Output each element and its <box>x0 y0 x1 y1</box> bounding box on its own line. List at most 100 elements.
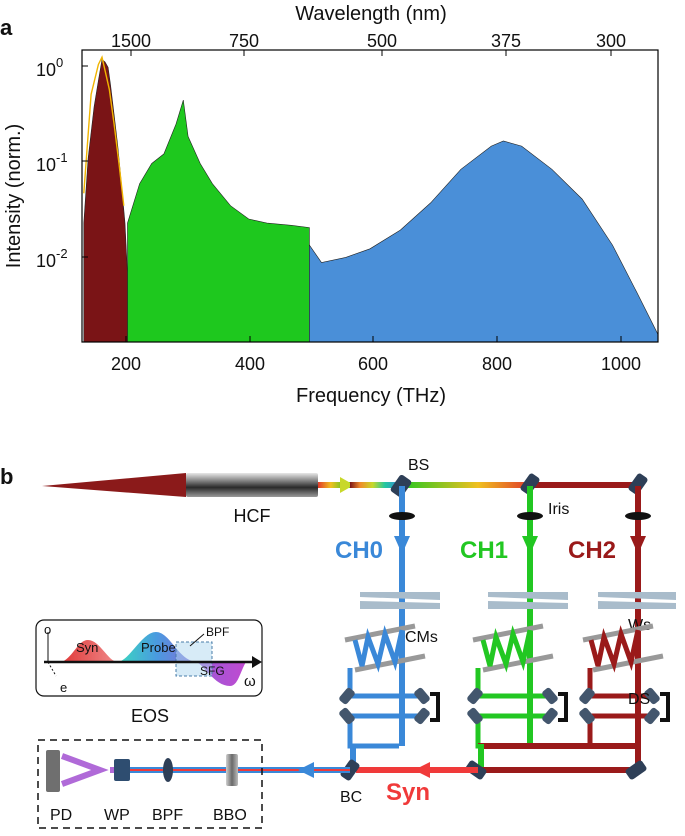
input-pulse <box>42 473 186 497</box>
ch2-bottom <box>481 767 638 773</box>
bbo-label: BBO <box>213 807 247 824</box>
bpf-label: BPF <box>152 807 183 824</box>
ch0-down <box>350 744 356 770</box>
detection-box <box>37 739 263 829</box>
pd-detector <box>46 750 60 792</box>
wedge <box>360 592 440 600</box>
ch2-spectrum-area <box>83 58 128 343</box>
cm-top <box>472 623 544 643</box>
hcf-label: HCF <box>234 506 271 526</box>
combined-arrow <box>298 762 314 778</box>
iris-ch1 <box>517 512 543 520</box>
y-ticks: 100 10-1 10-2 <box>36 55 88 271</box>
bpf-filter <box>163 758 173 782</box>
ch1-zigzag <box>480 625 533 673</box>
ch2-arrow <box>630 536 646 554</box>
e-axis <box>47 661 57 677</box>
x-tick-label: 400 <box>235 354 265 374</box>
bc-label: BC <box>340 789 362 806</box>
sc-beam <box>318 482 350 488</box>
syn-pulse-label: Syn <box>76 640 98 655</box>
overlay-spectrum-line <box>83 55 125 206</box>
panel-a-label: a <box>0 15 13 40</box>
ch1-down <box>478 744 484 770</box>
beam-ch1-ch2 <box>530 482 638 488</box>
chirped-mirrors <box>344 623 664 673</box>
top-tick-label: 1500 <box>111 31 151 51</box>
ch0-beam <box>399 486 405 746</box>
eos-title: EOS <box>131 706 169 726</box>
bs-label: BS <box>408 457 429 474</box>
y-tick-label: 100 <box>36 55 63 80</box>
beam-bs-ch1 <box>400 482 530 488</box>
bpf-pointer <box>189 633 205 647</box>
syn-pulse <box>62 640 118 662</box>
split-beams <box>60 753 109 787</box>
y-tick-label: 10-1 <box>36 150 68 175</box>
cm-bottom <box>482 653 554 673</box>
omega-label: ω <box>244 673 256 690</box>
x-ticks: 200 400 600 800 1000 <box>111 336 641 374</box>
ch2-top-mirror <box>628 473 648 495</box>
o-label: o <box>44 622 51 637</box>
plot-frame <box>81 49 659 343</box>
plot-areas <box>83 55 659 343</box>
ch0-label: CH0 <box>335 537 383 564</box>
cm-bottom <box>354 653 426 673</box>
bbo-crystal <box>226 754 238 786</box>
wp-plate <box>114 759 130 781</box>
top-ticks: 1500 750 500 375 300 <box>111 31 626 56</box>
wp-label: WP <box>104 807 130 824</box>
wedges <box>360 592 676 609</box>
top-tick-label: 375 <box>491 31 521 51</box>
delay-stages <box>339 668 670 749</box>
x-axis-title: Frequency (THz) <box>296 385 446 407</box>
cm-top <box>582 623 654 643</box>
ch1-arrow <box>522 536 538 554</box>
syn-arrow <box>414 762 430 778</box>
x-tick-label: 1000 <box>601 354 641 374</box>
y-tick-label: 10-2 <box>36 246 68 271</box>
y-axis-title: Intensity (norm.) <box>3 124 25 268</box>
ch2-label: CH2 <box>568 537 616 564</box>
wedge <box>488 592 568 600</box>
omega-arrow <box>252 656 262 668</box>
sc-arrow <box>340 477 354 493</box>
ch2-beam <box>635 486 641 744</box>
sfg-pulse-label: SFG <box>200 664 225 678</box>
top-tick-label: 750 <box>229 31 259 51</box>
x-tick-label: 600 <box>358 354 388 374</box>
ch2-return-beam <box>478 743 638 749</box>
ch0-spectrum-area <box>309 140 659 343</box>
iris-ch0 <box>389 512 415 520</box>
cms-label: CMs <box>405 629 438 646</box>
cm-bottom <box>592 653 664 673</box>
sc-beam-2 <box>350 482 400 488</box>
ch2-bottom-mirror <box>625 760 647 780</box>
top-axis-title: Wavelength (nm) <box>295 3 447 25</box>
panel-b-label: b <box>0 464 13 489</box>
ch1-label: CH1 <box>460 537 508 564</box>
top-tick-label: 300 <box>596 31 626 51</box>
wedge <box>598 592 676 600</box>
pd-label: PD <box>50 807 72 824</box>
syn-label: Syn <box>386 779 430 806</box>
e-label: e <box>60 680 67 695</box>
hcf-fiber <box>186 473 318 497</box>
ch0-arrow <box>394 536 410 554</box>
iris-ch2 <box>625 512 651 520</box>
eos-inset: o e ω Syn Probe SFG BPF <box>35 619 263 697</box>
ch1-spectrum-area <box>127 100 310 343</box>
top-tick-label: 500 <box>367 31 397 51</box>
x-tick-label: 800 <box>482 354 512 374</box>
probe-pulse-label: Probe <box>141 640 176 655</box>
ch2-zigzag <box>588 625 641 673</box>
cm-top <box>344 623 416 643</box>
ch1-top-mirror <box>520 473 540 495</box>
bpf-window <box>175 641 213 677</box>
iris-label: Iris <box>548 501 569 518</box>
wedge <box>360 601 440 609</box>
x-tick-label: 200 <box>111 354 141 374</box>
ch2-down <box>635 744 641 770</box>
